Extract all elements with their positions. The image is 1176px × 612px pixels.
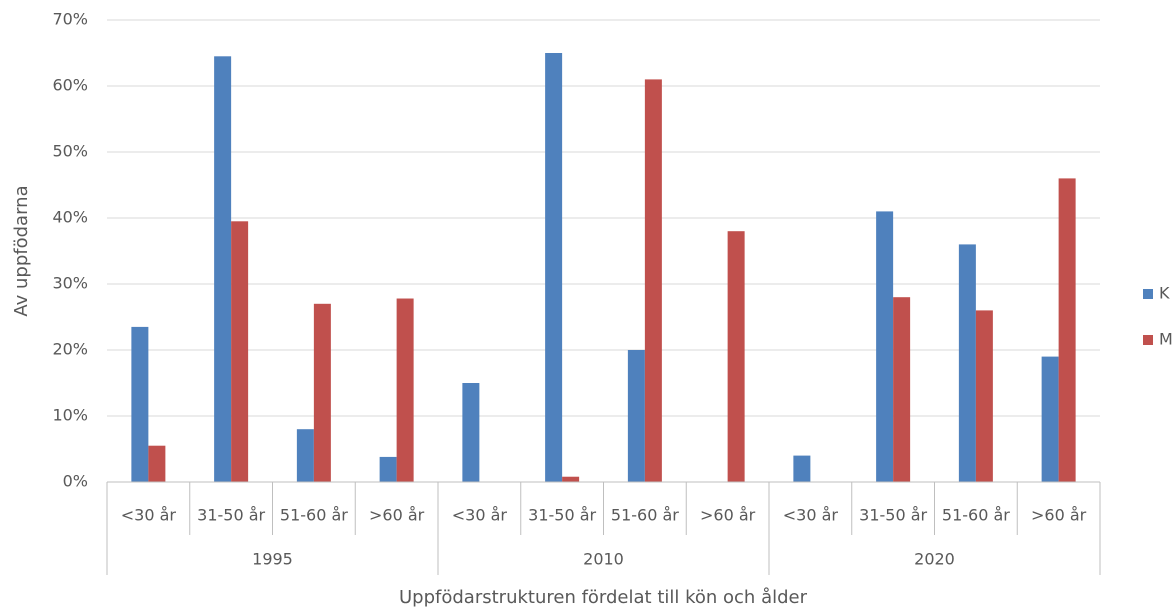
bar (958, 244, 976, 482)
x-tick-label: 51-60 år (611, 506, 679, 525)
bar (1058, 178, 1076, 482)
bar (793, 455, 811, 482)
y-tick-label: 0% (63, 472, 88, 491)
x-tick-label: 31-50 år (197, 506, 265, 525)
x-tick-label: >60 år (700, 506, 756, 525)
bar (462, 383, 480, 482)
bar (231, 221, 249, 483)
x-tick-label: >60 år (369, 506, 425, 525)
group-label: 2020 (914, 550, 955, 569)
legend-label: K (1159, 284, 1170, 303)
y-tick-label: 10% (52, 406, 88, 425)
bar (1041, 356, 1059, 482)
bar (727, 231, 745, 482)
legend-label: M (1159, 330, 1173, 349)
y-tick-label: 50% (52, 142, 88, 161)
bar (379, 456, 397, 482)
group-label: 1995 (252, 550, 293, 569)
bar (644, 79, 662, 483)
bar (545, 53, 563, 482)
bar (975, 310, 993, 482)
bar (148, 445, 166, 482)
x-tick-label: <30 år (783, 506, 839, 525)
x-tick-label: 51-60 år (942, 506, 1010, 525)
x-tick-label: 31-50 år (528, 506, 596, 525)
x-tick-label: >60 år (1031, 506, 1087, 525)
x-axis-title: Uppfödarstrukturen fördelat till kön och… (399, 587, 808, 608)
bar (876, 211, 894, 482)
x-tick-label: 51-60 år (280, 506, 348, 525)
y-tick-label: 40% (52, 208, 88, 227)
legend-swatch (1143, 289, 1153, 299)
x-tick-label: <30 år (452, 506, 508, 525)
bar (296, 429, 314, 482)
bar (131, 326, 149, 482)
bar (562, 476, 580, 482)
legend-swatch (1143, 335, 1153, 345)
y-tick-label: 30% (52, 274, 88, 293)
y-tick-label: 60% (52, 76, 88, 95)
bar (627, 350, 645, 482)
group-label: 2010 (583, 550, 624, 569)
bar (893, 297, 911, 482)
bar (214, 56, 232, 483)
y-axis-title: Av uppfödarna (11, 185, 32, 316)
bar (313, 303, 331, 482)
bar (396, 298, 414, 482)
x-tick-label: 31-50 år (859, 506, 927, 525)
y-tick-label: 20% (52, 340, 88, 359)
y-tick-label: 70% (52, 10, 88, 29)
x-tick-label: <30 år (121, 506, 177, 525)
